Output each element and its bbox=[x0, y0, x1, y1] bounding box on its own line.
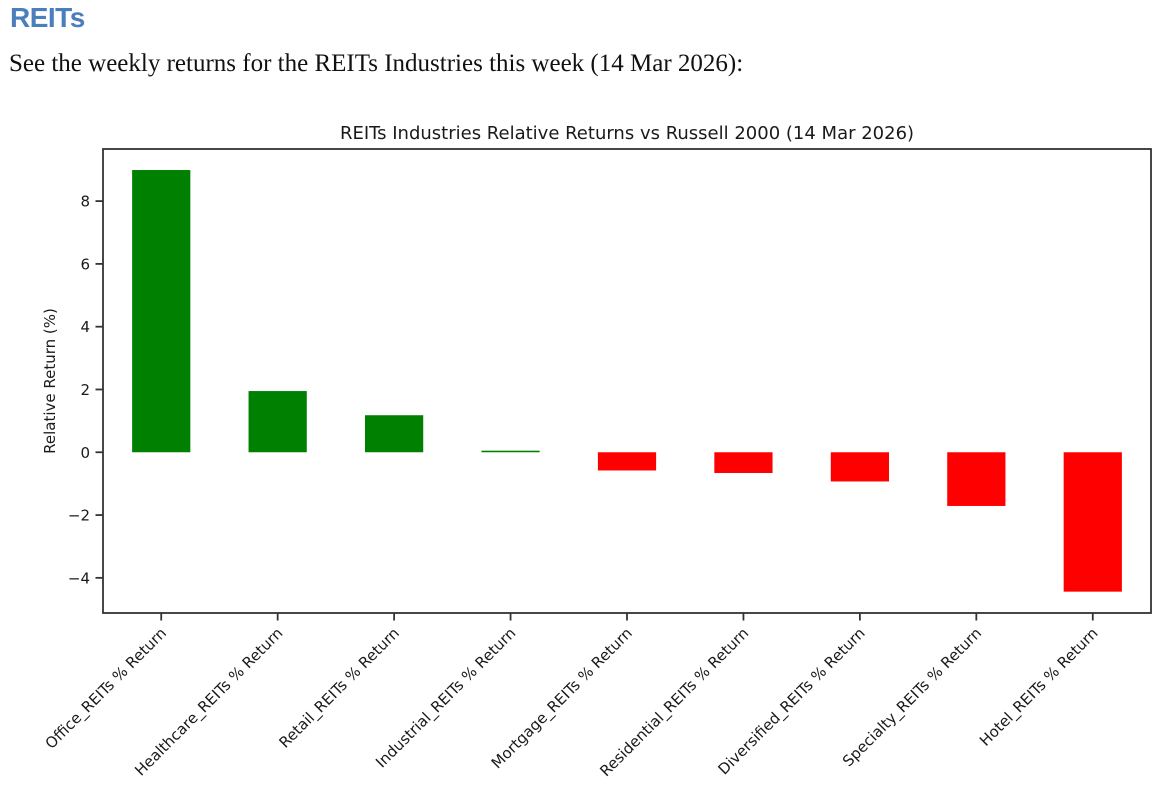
y-tick-label: 8 bbox=[80, 193, 90, 211]
bar-retail-reits-return bbox=[365, 415, 424, 453]
bar-chart: REITs Industries Relative Returns vs Rus… bbox=[41, 123, 1152, 781]
x-tick-label: Retail_REITs % Return bbox=[275, 624, 403, 752]
page-title: REITs bbox=[10, 2, 85, 33]
bar-industrial-reits-return bbox=[481, 450, 540, 453]
plot-border bbox=[102, 148, 1152, 614]
y-tick-label: −4 bbox=[68, 569, 90, 587]
bar-healthcare-reits-return bbox=[248, 391, 307, 453]
y-tick-label: 6 bbox=[80, 255, 90, 273]
bar-diversified-reits-return bbox=[830, 452, 889, 482]
page-subtitle: See the weekly returns for the REITs Ind… bbox=[9, 50, 744, 77]
bar-mortgage-reits-return bbox=[597, 452, 657, 471]
chart-container: REITs Industries Relative Returns vs Rus… bbox=[0, 110, 1164, 806]
x-tick-label: Specialty_REITs % Return bbox=[839, 624, 986, 771]
y-tick-label: 4 bbox=[80, 318, 90, 336]
bar-residential-reits-return bbox=[714, 452, 773, 473]
bar-office-reits-return bbox=[132, 170, 191, 453]
chart-title: REITs Industries Relative Returns vs Rus… bbox=[340, 123, 914, 144]
x-tick-label: Hotel_REITs % Return bbox=[976, 624, 1102, 750]
bar-specialty-reits-return bbox=[947, 452, 1006, 506]
x-tick-label: Office_REITs % Return bbox=[42, 624, 171, 753]
bar-hotel-reits-return bbox=[1063, 452, 1122, 592]
y-axis-label: Relative Return (%) bbox=[41, 308, 59, 454]
y-tick-label: 2 bbox=[80, 381, 90, 399]
y-tick-label: −2 bbox=[68, 507, 90, 525]
y-tick-label: 0 bbox=[80, 444, 90, 462]
